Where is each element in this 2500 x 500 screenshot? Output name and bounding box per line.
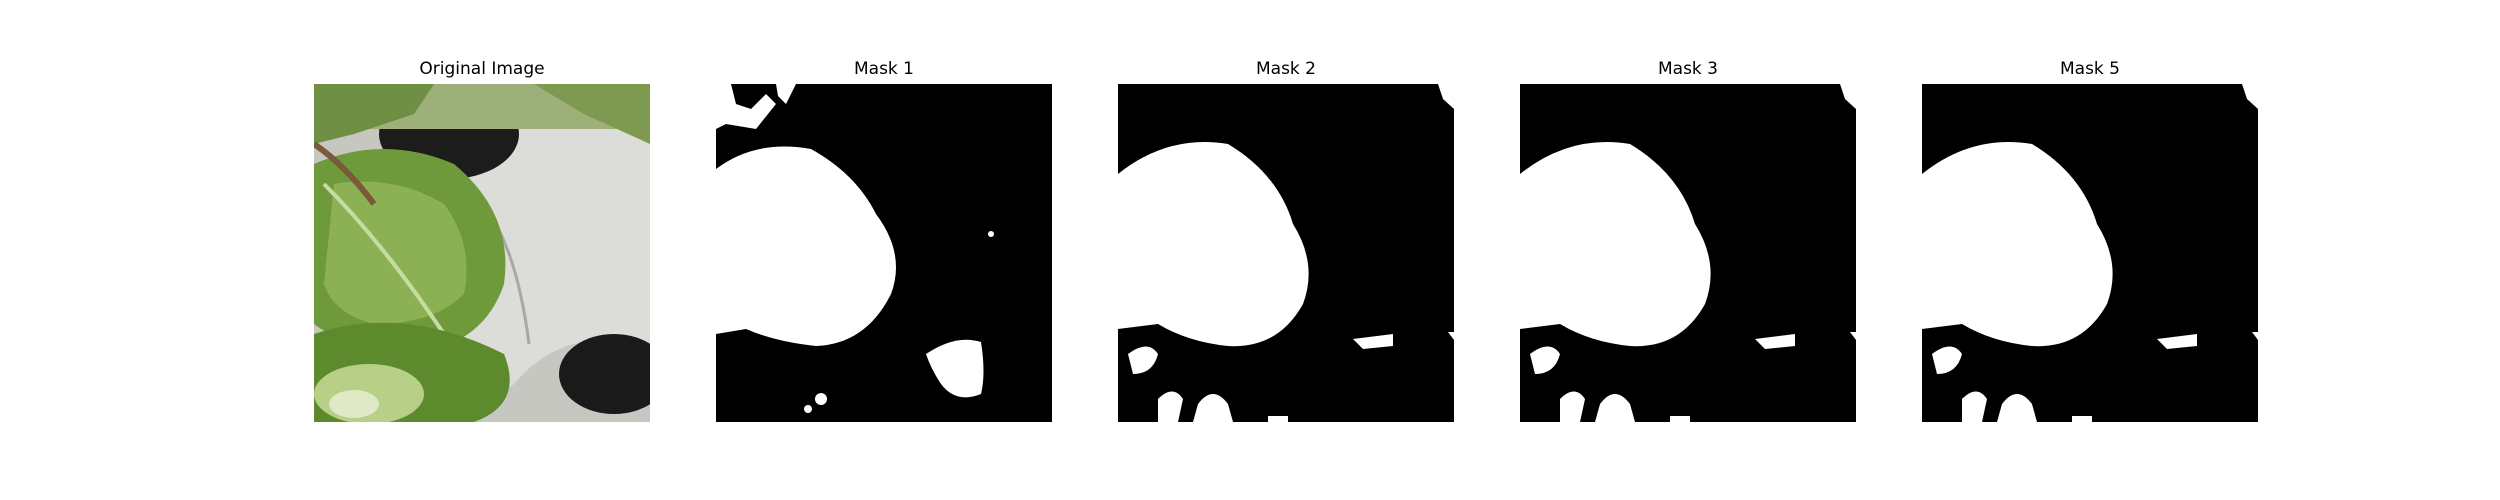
panel-mask-3: Mask 3	[1520, 58, 1856, 422]
panel-title: Original Image	[419, 59, 545, 79]
mask-image	[716, 84, 1052, 422]
panel-title: Mask 5	[2059, 59, 2120, 79]
panel-title: Mask 3	[1657, 59, 1718, 79]
mask-image	[1922, 84, 2258, 422]
panel-original-image: Original Image	[314, 58, 650, 422]
panel-mask-5: Mask 5	[1922, 58, 2258, 422]
mask-image	[1520, 84, 1856, 422]
panel-mask-1: Mask 1	[716, 58, 1052, 422]
mask-image	[1118, 84, 1454, 422]
panel-mask-2: Mask 2	[1118, 58, 1454, 422]
panel-title: Mask 1	[853, 59, 914, 79]
original-photo	[314, 84, 650, 422]
panel-title: Mask 2	[1255, 59, 1316, 79]
